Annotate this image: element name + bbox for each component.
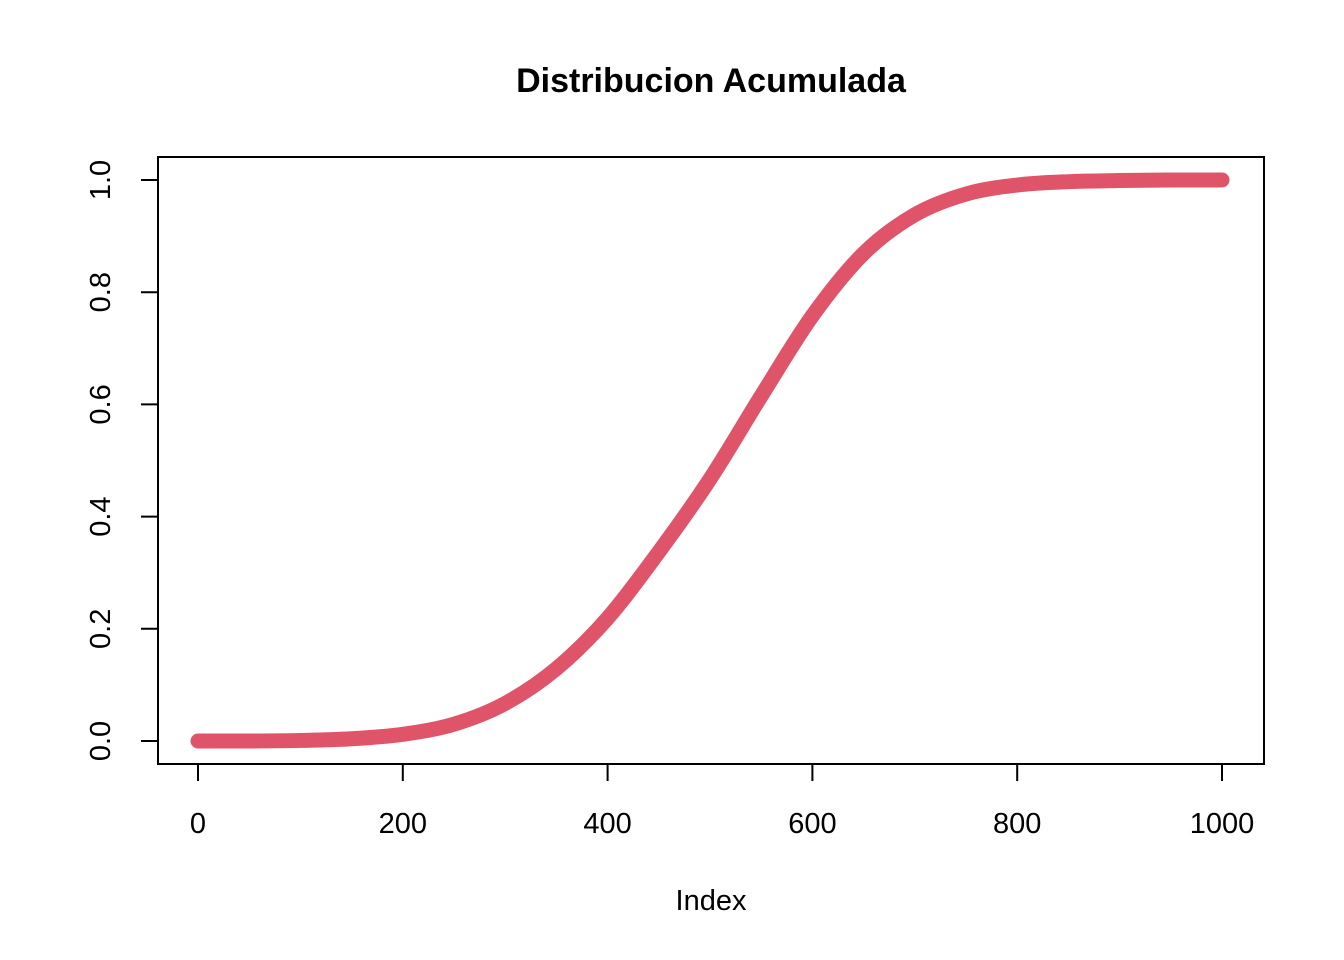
y-tick-label: 0.4 xyxy=(85,496,117,536)
y-tick-label: 1.0 xyxy=(85,160,117,200)
x-axis: 0 200 400 600 800 1000 xyxy=(190,763,1255,840)
x-tick-label: 200 xyxy=(379,808,427,840)
x-tick-label: 600 xyxy=(788,808,836,840)
y-axis: 0.0 0.2 0.4 0.6 0.8 1.0 xyxy=(85,160,159,761)
x-tick-label: 800 xyxy=(993,808,1041,840)
chart-title: Distribucion Acumulada xyxy=(516,62,907,100)
y-tick-label: 0.6 xyxy=(85,384,117,424)
y-tick-label: 0.2 xyxy=(85,609,117,649)
y-tick-label: 0.8 xyxy=(85,272,117,312)
x-tick-label: 400 xyxy=(583,808,631,840)
series-line-0 xyxy=(190,172,1230,749)
x-axis-label: Index xyxy=(676,885,747,917)
y-tick-label: 0.0 xyxy=(85,721,117,761)
series-layer xyxy=(190,172,1230,749)
x-tick-label: 0 xyxy=(190,808,206,840)
plot-area-frame xyxy=(157,156,1265,765)
x-tick-label: 1000 xyxy=(1190,808,1255,840)
